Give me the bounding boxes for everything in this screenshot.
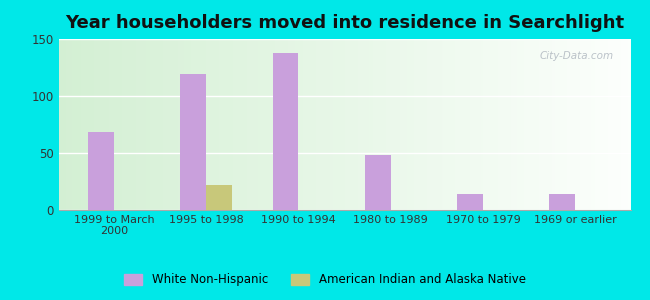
Bar: [272, 53, 298, 210]
Title: Year householders moved into residence in Searchlight: Year householders moved into residence i…: [65, 14, 624, 32]
Bar: [365, 155, 391, 210]
Bar: [88, 133, 114, 210]
Bar: [457, 194, 483, 210]
Text: City-Data.com: City-Data.com: [540, 51, 614, 61]
Bar: [206, 185, 232, 210]
Legend: White Non-Hispanic, American Indian and Alaska Native: White Non-Hispanic, American Indian and …: [120, 269, 530, 291]
Bar: [180, 74, 206, 210]
Bar: [549, 194, 575, 210]
